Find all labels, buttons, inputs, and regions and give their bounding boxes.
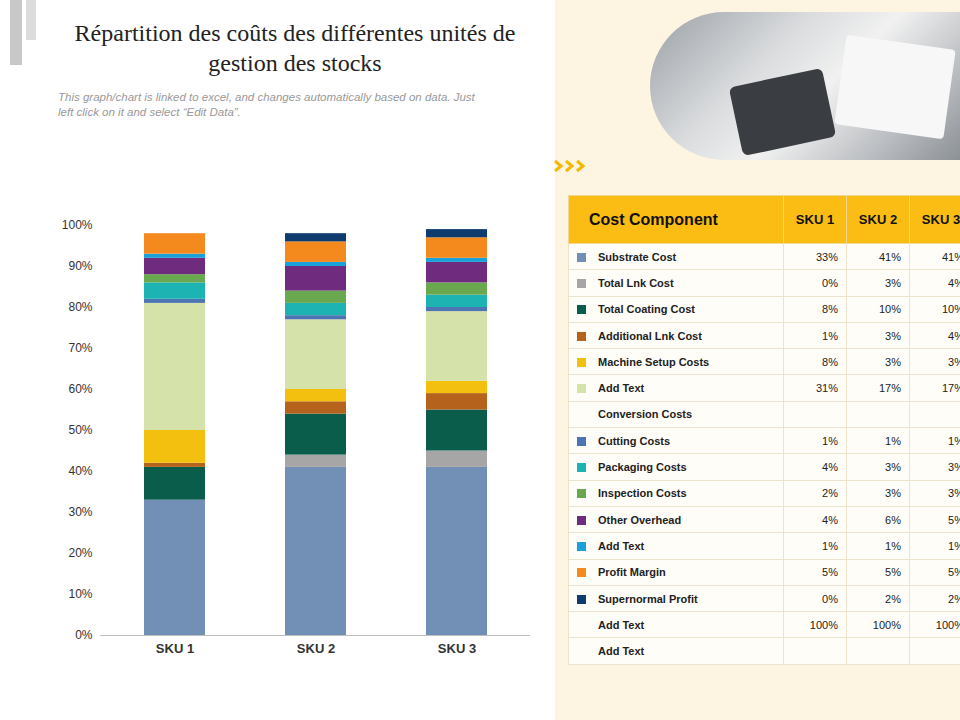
html-text:Other Overhead: Other Overhead bbox=[598, 513, 682, 526]
html-text:1%: 1% bbox=[885, 434, 901, 447]
html-text:Add Text: Add Text bbox=[598, 382, 645, 395]
html-text:5%: 5% bbox=[885, 566, 901, 579]
html-text:41%: 41% bbox=[879, 250, 901, 263]
svg-text:50%: 50% bbox=[68, 423, 92, 437]
html-text:Cutting Costs: Cutting Costs bbox=[598, 434, 671, 447]
svg-text:SKU 3: SKU 3 bbox=[438, 641, 476, 656]
svg-text:0%: 0% bbox=[75, 628, 93, 642]
svg-text:80%: 80% bbox=[68, 300, 92, 314]
html-text:2%: 2% bbox=[822, 487, 838, 500]
html-text:Add Text: Add Text bbox=[598, 645, 645, 658]
html-text:SKU 3: SKU 3 bbox=[921, 212, 960, 227]
html-text:SKU 1: SKU 1 bbox=[795, 212, 835, 227]
html-text:4%: 4% bbox=[822, 513, 838, 526]
html-text:100%: 100% bbox=[872, 618, 901, 631]
svg-text:40%: 40% bbox=[68, 464, 92, 478]
html-text:Packaging Costs: Packaging Costs bbox=[598, 461, 687, 473]
html-text:10%: 10% bbox=[879, 303, 901, 316]
svg-text:60%: 60% bbox=[68, 382, 92, 396]
svg-text:90%: 90% bbox=[68, 259, 92, 273]
svg-text:SKU 1: SKU 1 bbox=[156, 641, 194, 656]
html-text:SKU 2: SKU 2 bbox=[858, 212, 898, 227]
html-text:This graph/chart is linked to: This graph/chart is linked to excel, and… bbox=[58, 91, 475, 118]
html-text:Machine Setup Costs: Machine Setup Costs bbox=[598, 355, 710, 368]
html-text:3%: 3% bbox=[885, 487, 901, 500]
html-text:1%: 1% bbox=[822, 539, 838, 552]
html-text:Cost Component: Cost Component bbox=[589, 210, 718, 228]
html-text:Substrate Cost: Substrate Cost bbox=[598, 250, 677, 263]
html-text:1%: 1% bbox=[822, 329, 838, 342]
html-text:3%: 3% bbox=[885, 329, 901, 342]
svg-text:70%: 70% bbox=[68, 341, 92, 355]
svg-text:100%: 100% bbox=[62, 218, 93, 232]
html-text:3%: 3% bbox=[885, 461, 901, 473]
html-text:Conversion Costs: Conversion Costs bbox=[598, 408, 693, 421]
html-text:Supernormal Profit: Supernormal Profit bbox=[598, 592, 698, 605]
html-text:100%: 100% bbox=[809, 618, 838, 631]
html-text:2%: 2% bbox=[885, 592, 901, 605]
html-text:17%: 17% bbox=[879, 382, 901, 395]
html-text:3%: 3% bbox=[885, 276, 901, 289]
html-text:8%: 8% bbox=[822, 355, 838, 368]
html-text:5%: 5% bbox=[822, 566, 838, 579]
html-text:1%: 1% bbox=[822, 434, 838, 447]
html-text:Total Coating Cost: Total Coating Cost bbox=[598, 303, 695, 316]
html-text:31%: 31% bbox=[816, 382, 838, 395]
html-text:0%: 0% bbox=[822, 276, 838, 289]
html-text:6%: 6% bbox=[885, 513, 901, 526]
svg-text:20%: 20% bbox=[68, 546, 92, 560]
html-text:Add Text: Add Text bbox=[598, 539, 645, 552]
html-text:0%: 0% bbox=[822, 592, 838, 605]
html-text:33%: 33% bbox=[816, 250, 838, 263]
html-text:Profit Margin: Profit Margin bbox=[598, 566, 666, 579]
html-text:4%: 4% bbox=[822, 461, 838, 473]
svg-text:10%: 10% bbox=[68, 587, 92, 601]
html-text:Add Text: Add Text bbox=[598, 618, 645, 631]
html-text:Additional Lnk Cost: Additional Lnk Cost bbox=[598, 329, 702, 342]
html-text:Inspection Costs: Inspection Costs bbox=[598, 487, 687, 500]
svg-text:SKU 2: SKU 2 bbox=[297, 641, 335, 656]
html-text:3%: 3% bbox=[885, 355, 901, 368]
html-text:8%: 8% bbox=[822, 303, 838, 316]
svg-text:30%: 30% bbox=[68, 505, 92, 519]
html-text:Total Lnk Cost: Total Lnk Cost bbox=[598, 276, 674, 289]
html-text:Répartition des coûts des diff: Répartition des coûts des différentes un… bbox=[74, 20, 516, 76]
html-text:1%: 1% bbox=[885, 539, 901, 552]
